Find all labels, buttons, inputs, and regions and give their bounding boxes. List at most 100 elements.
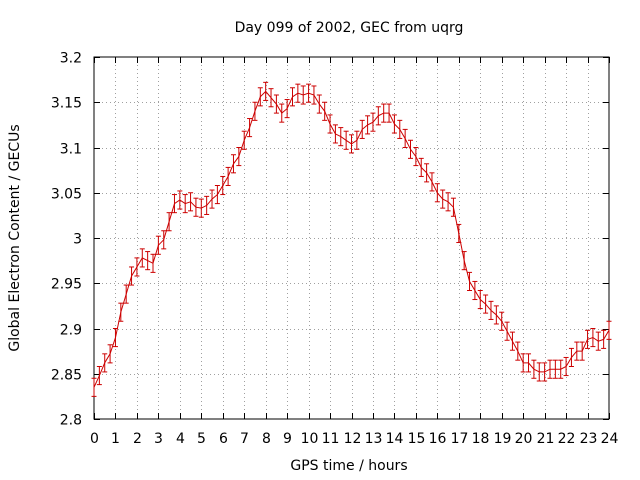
data-point: [509, 331, 515, 351]
x-tick-label: 14: [386, 431, 404, 447]
data-point: [370, 112, 376, 132]
data-point: [220, 175, 226, 196]
series-gec: [91, 81, 612, 397]
x-tick-label: 24: [601, 431, 619, 447]
data-point: [531, 359, 537, 379]
data-point: [204, 195, 210, 215]
plot-frame: [93, 56, 610, 420]
data-point: [247, 118, 253, 138]
data-point: [268, 88, 274, 108]
x-tick-label: 12: [344, 431, 362, 447]
x-tick-labels: 0 1 2 3 4 5 6 7 8 9 10 11 12 13 14 15 16 17 18 19 20 21 22 23 24: [90, 431, 618, 447]
data-point: [606, 320, 612, 340]
x-tick-label: 7: [240, 431, 249, 447]
data-point: [112, 328, 118, 348]
data-point: [139, 248, 145, 268]
data-point: [129, 266, 135, 286]
x-axis-label: GPS time / hours: [290, 458, 407, 474]
data-point: [359, 119, 365, 139]
data-point: [418, 157, 424, 177]
data-point: [198, 198, 204, 218]
data-point: [349, 134, 354, 154]
data-point: [456, 223, 462, 244]
data-point: [579, 341, 585, 361]
y-tick-label: 3.2: [60, 51, 82, 67]
x-tick-label: 20: [515, 431, 533, 447]
data-point: [311, 85, 317, 105]
data-point: [483, 294, 489, 314]
x-tick-label: 0: [90, 431, 99, 447]
y-tick-label: 3.1: [60, 142, 82, 158]
data-point: [166, 212, 172, 232]
data-point: [193, 197, 199, 217]
x-tick-label: 10: [301, 431, 319, 447]
data-point: [182, 194, 188, 214]
data-point: [558, 359, 564, 379]
data-point: [526, 353, 532, 373]
data-point: [477, 289, 483, 310]
data-point: [332, 124, 338, 144]
data-point: [145, 251, 151, 271]
data-point: [306, 83, 312, 103]
data-point: [536, 362, 542, 382]
data-point: [590, 328, 596, 348]
data-point: [515, 341, 521, 361]
data-point: [161, 230, 167, 250]
data-point: [171, 194, 177, 214]
y-tick-label: 3: [73, 232, 82, 248]
data-point: [424, 163, 430, 183]
data-point: [542, 362, 548, 382]
data-point: [134, 257, 140, 277]
data-point: [96, 366, 102, 386]
data-point: [188, 192, 194, 212]
y-tick-label: 3.15: [51, 96, 82, 112]
data-point: [585, 329, 591, 349]
data-point: [386, 103, 392, 123]
data-point: [241, 130, 247, 150]
data-point: [429, 172, 435, 192]
y-axis-label: Global Electron Content / GECUs: [7, 124, 23, 351]
data-point: [257, 87, 263, 107]
data-point: [295, 83, 301, 103]
x-tick-label: 8: [262, 431, 271, 447]
x-tick-label: 21: [537, 431, 555, 447]
data-point: [289, 87, 295, 107]
data-point: [214, 185, 220, 205]
data-point: [461, 251, 467, 271]
data-point: [322, 101, 328, 121]
data-point: [467, 271, 473, 291]
x-tick-label: 3: [154, 431, 163, 447]
data-point: [595, 331, 601, 351]
data-point: [279, 103, 285, 123]
data-point: [300, 85, 306, 105]
data-point: [504, 321, 510, 341]
data-point: [155, 235, 161, 255]
data-point: [102, 353, 108, 373]
data-point: [263, 81, 269, 101]
data-point: [397, 119, 403, 139]
data-point: [365, 115, 371, 135]
data-point: [413, 147, 419, 167]
x-tick-label: 11: [322, 431, 340, 447]
data-point: [547, 359, 553, 379]
data-point: [450, 197, 456, 217]
x-tick-label: 15: [408, 431, 426, 447]
data-point: [343, 130, 349, 150]
data-point: [236, 147, 242, 167]
data-point: [445, 192, 451, 212]
data-point: [225, 166, 231, 187]
data-point: [499, 311, 505, 331]
x-tick-label: 1: [111, 431, 120, 447]
data-point: [327, 114, 333, 134]
grid-lines: [94, 57, 609, 419]
data-point: [552, 359, 558, 379]
data-point: [118, 302, 124, 322]
data-point: [434, 183, 440, 203]
data-point: [391, 114, 397, 134]
data-point: [408, 139, 414, 159]
y-tick-label: 2.9: [60, 323, 82, 339]
y-tick-label: 2.8: [60, 413, 82, 429]
data-point: [230, 154, 236, 174]
x-tick-label: 22: [558, 431, 576, 447]
